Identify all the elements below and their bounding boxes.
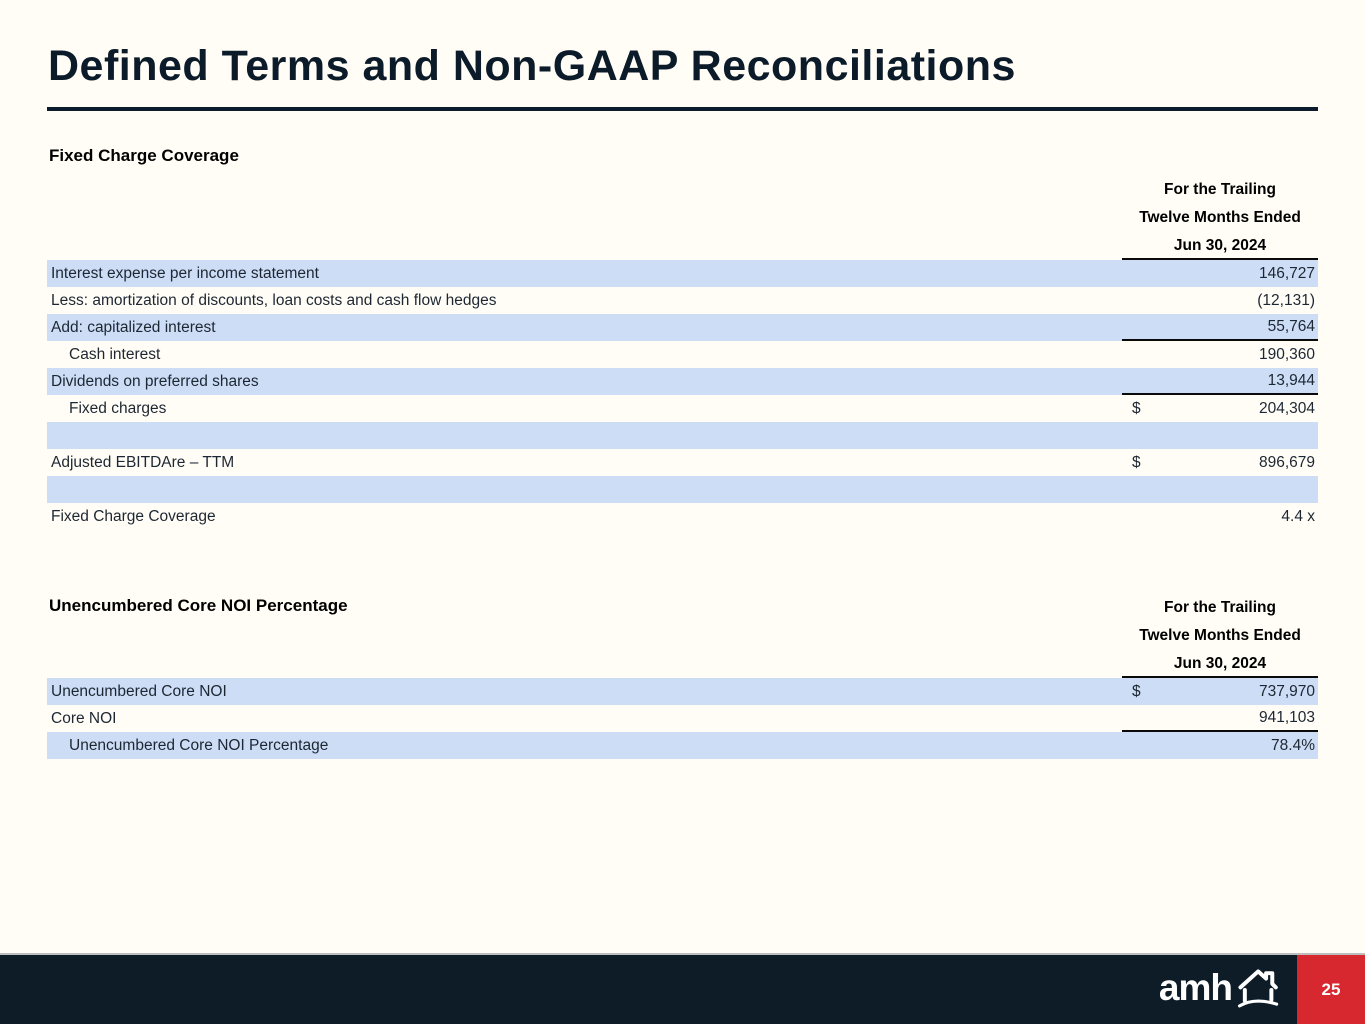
column-header-line: For the Trailing	[1164, 599, 1276, 616]
currency-symbol: $	[1132, 399, 1141, 417]
row-label: Interest expense per income statement	[51, 264, 319, 282]
section-title: Unencumbered Core NOI Percentage	[49, 596, 348, 615]
row-value: 78.4%	[1271, 736, 1315, 754]
currency-symbol: $	[1132, 682, 1141, 700]
column-header: For the Trailing Twelve Months Ended Jun…	[1060, 176, 1365, 260]
row-value: 146,727	[1258, 264, 1315, 282]
row-label: Less: amortization of discounts, loan co…	[51, 291, 497, 309]
column-header: For the Trailing Twelve Months Ended Jun…	[1060, 594, 1365, 678]
currency-symbol: $	[1132, 453, 1141, 471]
table-rows: Interest expense per income statement 146…	[47, 260, 1318, 530]
row-value-cell: 78.4%	[1122, 732, 1318, 759]
table-row: Adjusted EBITDAre – TTM $896,679	[47, 449, 1318, 476]
page-number-box: 25	[1297, 955, 1365, 1024]
page-number: 25	[1321, 979, 1341, 999]
table-rows: Unencumbered Core NOI $737,970 Core NOI 941…	[47, 678, 1318, 759]
row-value: 13,944	[1267, 371, 1315, 389]
amh-logo-text: amh	[1158, 967, 1233, 1008]
row-value-cell: 4.4 x	[1122, 503, 1318, 530]
column-header-line: Jun 30, 2024	[1173, 237, 1267, 254]
table-row: Unencumbered Core NOI $737,970	[47, 678, 1318, 705]
row-value: 55,764	[1267, 317, 1315, 335]
spacer-row	[47, 422, 1318, 449]
row-value: 941,103	[1258, 708, 1315, 726]
table-row: Dividends on preferred shares 13,944	[47, 368, 1318, 395]
row-label: Unencumbered Core NOI Percentage	[69, 736, 329, 754]
column-header-line: Jun 30, 2024	[1173, 655, 1267, 672]
table-row: Less: amortization of discounts, loan co…	[47, 287, 1318, 314]
table-row: Fixed charges $204,304	[47, 395, 1318, 422]
table-row: Core NOI 941,103	[47, 705, 1318, 732]
amh-logo: amh	[1159, 967, 1282, 1013]
row-label: Unencumbered Core NOI	[51, 682, 227, 700]
row-label: Core NOI	[51, 709, 117, 727]
row-label: Adjusted EBITDAre – TTM	[51, 453, 235, 471]
row-value-cell: 190,360	[1122, 341, 1318, 368]
row-value-cell: $896,679	[1122, 449, 1318, 476]
row-value-cell: 941,103	[1122, 705, 1318, 732]
row-value-cell: $204,304	[1122, 395, 1318, 422]
row-value-cell	[1122, 476, 1318, 503]
table-row: Interest expense per income statement 146…	[47, 260, 1318, 287]
section-title: Fixed Charge Coverage	[49, 146, 239, 165]
footer-bar: amh 25	[0, 953, 1365, 1024]
row-value-cell: 55,764	[1122, 314, 1318, 341]
row-value: (12,131)	[1257, 291, 1315, 309]
row-label: Cash interest	[69, 345, 161, 363]
column-header-underline	[1122, 258, 1318, 260]
row-value: 737,970	[1258, 682, 1315, 700]
row-value: 204,304	[1258, 399, 1315, 417]
row-label: Fixed charges	[69, 399, 167, 417]
row-value: 896,679	[1258, 453, 1315, 471]
house-icon	[1237, 968, 1279, 1007]
row-value-cell: (12,131)	[1122, 287, 1318, 314]
row-value-cell: $737,970	[1122, 678, 1318, 705]
row-value-cell: 13,944	[1122, 368, 1318, 395]
column-header-underline	[1122, 676, 1318, 678]
row-label: Add: capitalized interest	[51, 318, 216, 336]
table-row: Add: capitalized interest 55,764	[47, 314, 1318, 341]
column-header-line: Twelve Months Ended	[1139, 627, 1301, 644]
row-value-cell: 146,727	[1122, 260, 1318, 287]
title-divider	[47, 107, 1318, 111]
row-value: 190,360	[1258, 345, 1315, 363]
row-label: Dividends on preferred shares	[51, 372, 259, 390]
table-row: Unencumbered Core NOI Percentage 78.4%	[47, 732, 1318, 759]
table-row: Fixed Charge Coverage 4.4 x	[47, 503, 1318, 530]
row-label: Fixed Charge Coverage	[51, 507, 216, 525]
table-row: Cash interest 190,360	[47, 341, 1318, 368]
row-value-cell	[1122, 422, 1318, 449]
column-header-line: Twelve Months Ended	[1139, 209, 1301, 226]
row-value: 4.4 x	[1281, 507, 1315, 525]
page-title: Defined Terms and Non-GAAP Reconciliatio…	[48, 42, 1016, 90]
column-header-line: For the Trailing	[1164, 181, 1276, 198]
spacer-row	[47, 476, 1318, 503]
